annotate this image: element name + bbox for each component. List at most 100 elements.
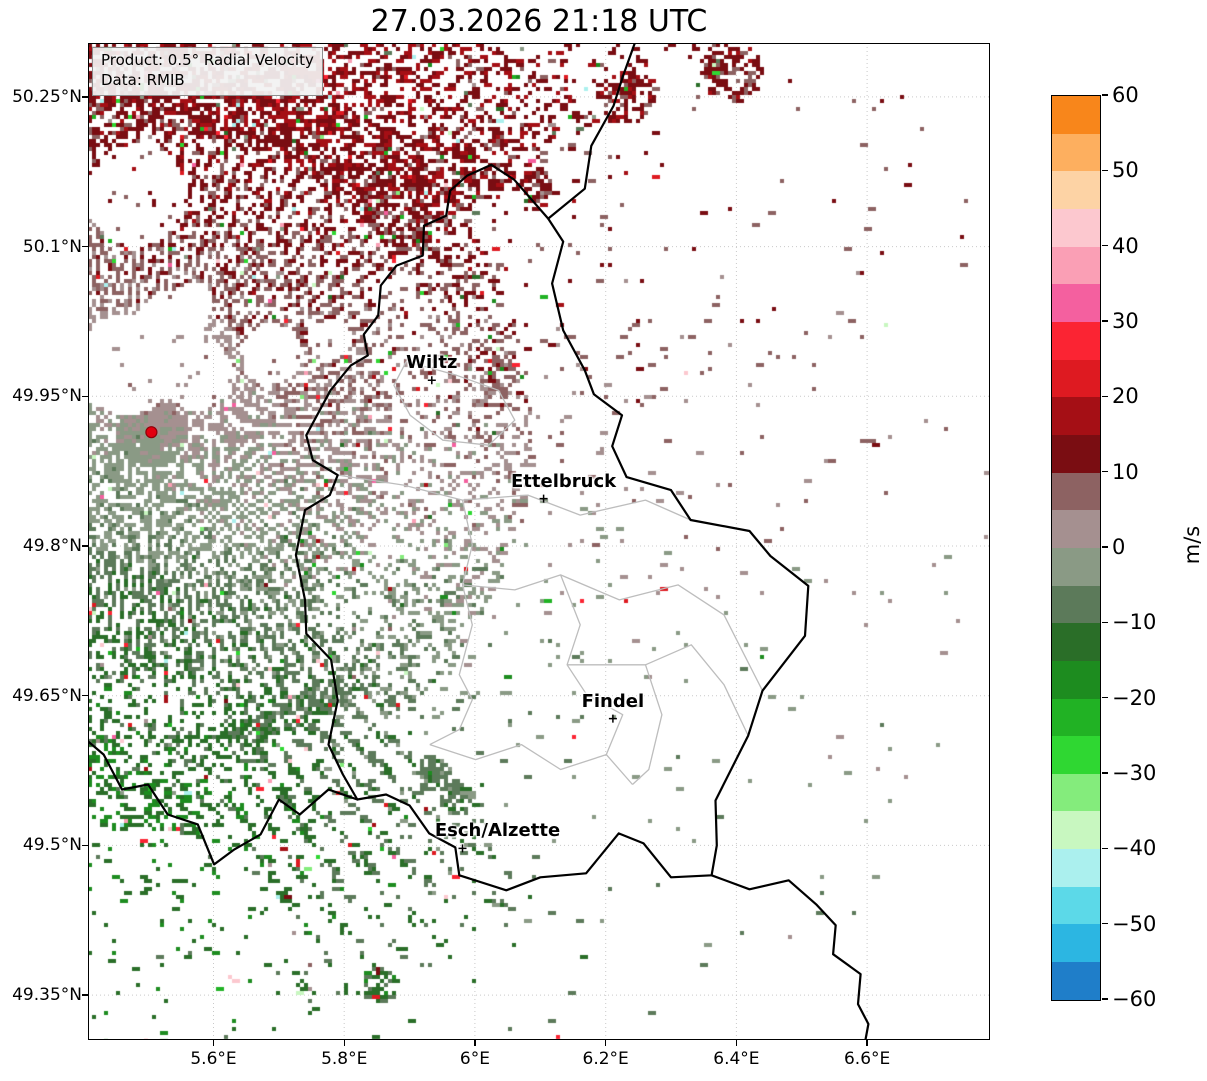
colorbar-bin: [1052, 886, 1100, 925]
country-border: [88, 739, 359, 866]
colorbar-tick-mark: [1102, 395, 1108, 398]
colorbar-bin: [1052, 397, 1100, 435]
canton-border: [393, 360, 516, 446]
colorbar-tick-mark: [1102, 244, 1108, 247]
x-tick-mark: [212, 1040, 215, 1046]
colorbar-bin: [1052, 171, 1100, 209]
y-tick-mark: [82, 395, 88, 397]
product-info-data-line: Data: RMIB: [101, 70, 185, 89]
colorbar-tick-mark: [1102, 772, 1108, 774]
colorbar-tick-mark: [1102, 847, 1108, 850]
colorbar-bin: [1052, 284, 1100, 322]
colorbar-tick-mark: [1102, 546, 1108, 548]
colorbar-tick-label: 30: [1112, 309, 1139, 333]
colorbar-bin: [1052, 962, 1100, 1000]
y-tick-mark: [82, 96, 88, 98]
y-tick-label: 50.1°N: [22, 236, 82, 257]
city-marker: [458, 844, 467, 853]
radar-site-marker: [145, 426, 158, 439]
colorbar-bin: [1052, 547, 1100, 586]
product-info-box: Product: 0.5° Radial Velocity Data: RMIB: [92, 47, 323, 96]
y-tick-label: 49.35°N: [12, 985, 82, 1006]
colorbar-bin: [1052, 321, 1100, 360]
figure-title: 27.03.2026 21:18 UTC: [370, 4, 708, 39]
country-border: [710, 874, 870, 1040]
colorbar-bin: [1052, 510, 1100, 548]
x-tick-mark: [474, 1040, 476, 1046]
colorbar-tick-label: 0: [1112, 535, 1126, 559]
colorbar-bin: [1052, 736, 1100, 774]
y-tick-mark: [82, 545, 88, 547]
colorbar-tick-label: −30: [1112, 761, 1157, 785]
x-tick-mark: [866, 1040, 868, 1046]
colorbar-tick-mark: [1102, 621, 1108, 624]
y-tick-label: 49.65°N: [12, 685, 82, 706]
colorbar-tick-label: −40: [1112, 836, 1157, 861]
colorbar-bin: [1052, 96, 1100, 134]
colorbar-tick-label: −50: [1112, 911, 1157, 936]
map-plot-area: Wiltz Ettelbruck Findel Esch/Alzette Produc…: [88, 43, 990, 1040]
x-tick-label: 6.6°E: [843, 1049, 891, 1069]
canton-border: [429, 499, 473, 746]
colorbar-tick-mark: [1102, 696, 1108, 699]
x-tick-label: 5.6°E: [190, 1049, 237, 1069]
y-tick-mark: [82, 245, 88, 248]
x-tick-label: 6.2°E: [582, 1049, 629, 1069]
colorbar-tick-label: 10: [1112, 459, 1139, 484]
colorbar-bin: [1052, 246, 1100, 285]
canton-border: [567, 664, 663, 785]
colorbar-tick-mark: [1102, 169, 1108, 172]
colorbar-bin: [1052, 585, 1100, 624]
x-tick-label: 5.8°E: [321, 1049, 368, 1069]
colorbar-bin: [1052, 849, 1100, 887]
x-tick-mark: [735, 1040, 738, 1046]
colorbar-tick-mark: [1102, 470, 1108, 473]
city-marker: [427, 376, 436, 385]
colorbar-tick-label: 40: [1112, 233, 1139, 258]
colorbar-bin: [1052, 698, 1100, 737]
colorbar-tick-mark: [1102, 922, 1108, 925]
country-border: [294, 163, 810, 892]
colorbar-unit-label: m/s: [1180, 525, 1204, 565]
colorbar-tick-label: −20: [1112, 685, 1157, 710]
colorbar-tick-label: 60: [1112, 83, 1139, 107]
y-tick-mark: [82, 694, 88, 697]
colorbar-bin: [1052, 434, 1100, 473]
colorbar-tick-mark: [1102, 320, 1108, 322]
colorbar-tick-label: −10: [1112, 610, 1157, 635]
colorbar-bin: [1052, 773, 1100, 812]
colorbar-tick-mark: [1102, 94, 1108, 96]
city-marker: [539, 494, 548, 503]
country-border: [547, 43, 637, 220]
colorbar-bin: [1052, 359, 1100, 398]
y-tick-label: 49.95°N: [12, 386, 82, 407]
map-borders-layer: [88, 43, 870, 1040]
colorbar-segments: [1052, 96, 1100, 1000]
canton-border: [462, 574, 764, 691]
colorbar-bin: [1052, 924, 1100, 963]
y-tick-label: 50.25°N: [12, 86, 82, 107]
product-info-product-line: Product: 0.5° Radial Velocity: [101, 51, 314, 69]
colorbar-tick-label: 20: [1112, 384, 1139, 409]
colorbar-bin: [1052, 660, 1100, 699]
colorbar-bin: [1052, 133, 1100, 172]
canton-border: [645, 644, 749, 736]
x-tick-label: 6°E: [459, 1049, 490, 1069]
y-tick-label: 49.8°N: [22, 535, 82, 556]
x-tick-mark: [343, 1040, 345, 1046]
colorbar-tick-label: −60: [1112, 987, 1157, 1011]
y-tick-label: 49.5°N: [22, 835, 82, 856]
colorbar-bin: [1052, 208, 1100, 247]
colorbar-bin: [1052, 472, 1100, 511]
colorbar-tick-label: 50: [1112, 158, 1139, 183]
colorbar-tick-mark: [1102, 998, 1108, 1000]
canton-border: [429, 743, 633, 785]
colorbar-bin: [1052, 811, 1100, 850]
colorbar-bin: [1052, 623, 1100, 661]
canton-border: [559, 574, 624, 755]
y-tick-mark: [82, 994, 88, 996]
canton-border: [337, 474, 691, 521]
y-tick-mark: [82, 844, 88, 847]
city-marker: [608, 714, 617, 723]
